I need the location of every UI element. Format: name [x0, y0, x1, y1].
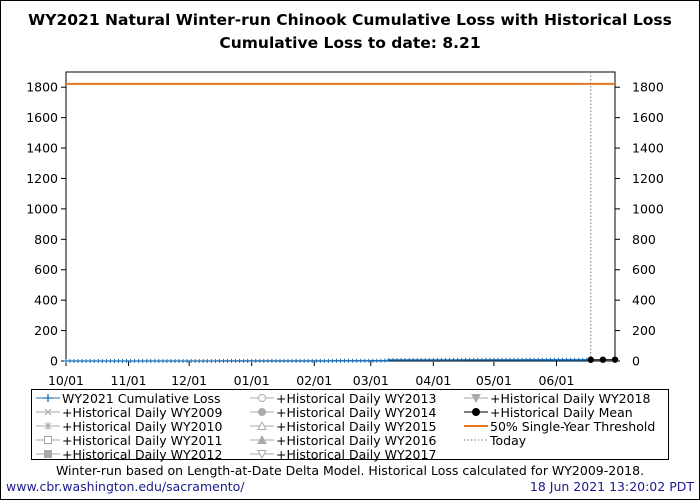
legend-label: +Historical Daily WY2017: [276, 446, 437, 462]
y-tick-label-left: 1200: [26, 171, 58, 186]
legend-label: +Historical Daily WY2010: [62, 418, 223, 434]
legend-marker-icon: [464, 439, 488, 441]
historical-mean-point: [587, 356, 594, 363]
legend-marker-icon: [464, 394, 488, 404]
legend-marker-icon: [36, 394, 60, 402]
legend-item: +Historical Daily WY2015: [248, 418, 437, 434]
legend-marker-icon: [36, 436, 60, 444]
y-tick-label-right: 800: [632, 232, 656, 247]
legend-item: Today: [462, 432, 527, 448]
y-tick-label-right: 400: [632, 293, 656, 308]
y-tick-label-right: 0: [632, 354, 640, 369]
y-tick-label-left: 200: [34, 323, 58, 338]
legend-item: +Historical Daily WY2011: [34, 432, 223, 448]
legend-marker-icon: [464, 408, 488, 416]
y-tick-label-right: 1800: [632, 80, 664, 95]
legend-label: +Historical Daily WY2018: [490, 390, 651, 406]
x-tick-label: 10/01: [48, 373, 84, 388]
legend-item: +Historical Daily WY2014: [248, 404, 437, 420]
x-tick-label: 11/01: [111, 373, 147, 388]
y-tick-label-right: 1200: [632, 171, 664, 186]
legend-label: +Historical Daily Mean: [490, 404, 633, 420]
legend-label: Today: [490, 432, 527, 448]
legend-label: +Historical Daily WY2015: [276, 418, 437, 434]
legend-marker-icon: [36, 408, 60, 416]
y-tick-label-left: 600: [34, 262, 58, 277]
legend-item: 50% Single-Year Threshold: [462, 418, 656, 434]
legend-item: WY2021 Cumulative Loss: [34, 390, 221, 406]
plot-frame: [65, 71, 616, 362]
y-tick-label-left: 1800: [26, 80, 58, 95]
legend-marker-icon: [464, 425, 488, 427]
legend-marker-icon: [36, 422, 60, 430]
y-tick-label-left: 1600: [26, 110, 58, 125]
y-tick-label-right: 1400: [632, 141, 664, 156]
y-tick-label-left: 0: [50, 354, 58, 369]
legend: WY2021 Cumulative Loss +Historical Daily …: [31, 389, 669, 462]
y-tick-label-right: 600: [632, 262, 656, 277]
legend-marker-icon: [250, 394, 274, 402]
legend-label: +Historical Daily WY2012: [62, 446, 223, 462]
legend-label: +Historical Daily WY2016: [276, 432, 437, 448]
y-tick-label-left: 1000: [26, 201, 58, 216]
x-tick-label: 04/01: [415, 373, 451, 388]
historical-mean-point: [599, 356, 607, 363]
y-tick-label-right: 200: [632, 323, 656, 338]
x-tick-label: 12/01: [171, 373, 207, 388]
footnote: Winter-run based on Length-at-Date Delta…: [55, 463, 645, 478]
legend-marker-icon: [250, 434, 274, 444]
legend-item: +Historical Daily WY2016: [248, 432, 437, 448]
legend-item: +Historical Daily WY2012: [34, 446, 223, 462]
source-url[interactable]: www.cbr.washington.edu/sacramento/: [6, 479, 245, 494]
x-tick-label: 01/01: [234, 373, 270, 388]
y-tick-label-left: 400: [34, 293, 58, 308]
legend-label: WY2021 Cumulative Loss: [62, 390, 221, 406]
legend-item: +Historical Daily WY2018: [462, 390, 651, 406]
x-tick-label: 05/01: [476, 373, 512, 388]
legend-item: +Historical Daily WY2017: [248, 446, 437, 462]
legend-marker-icon: [250, 450, 274, 460]
x-tick-label: 02/01: [296, 373, 332, 388]
x-tick-label: 06/01: [538, 373, 574, 388]
x-tick-label: 03/01: [353, 373, 389, 388]
y-tick-label-right: 1600: [632, 110, 664, 125]
timestamp: 18 Jun 2021 13:20:02 PDT: [529, 479, 694, 494]
y-tick-label-left: 1400: [26, 141, 58, 156]
legend-label: +Historical Daily WY2011: [62, 432, 223, 448]
legend-item: +Historical Daily WY2013: [248, 390, 437, 406]
legend-marker-icon: [250, 408, 274, 416]
chart-title: WY2021 Natural Winter-run Chinook Cumula…: [28, 11, 672, 29]
y-tick-label-left: 800: [34, 232, 58, 247]
legend-item: +Historical Daily WY2009: [34, 404, 223, 420]
historical-mean-point: [611, 356, 619, 363]
legend-label: 50% Single-Year Threshold: [490, 418, 656, 434]
legend-marker-icon: [250, 420, 274, 430]
legend-item: +Historical Daily Mean: [462, 404, 633, 420]
y-tick-label-right: 1000: [632, 201, 664, 216]
legend-label: +Historical Daily WY2014: [276, 404, 437, 420]
legend-marker-icon: [36, 450, 60, 458]
legend-label: +Historical Daily WY2013: [276, 390, 437, 406]
legend-item: +Historical Daily WY2010: [34, 418, 223, 434]
legend-label: +Historical Daily WY2009: [62, 404, 223, 420]
chart-subtitle: Cumulative Loss to date: 8.21: [219, 34, 481, 52]
